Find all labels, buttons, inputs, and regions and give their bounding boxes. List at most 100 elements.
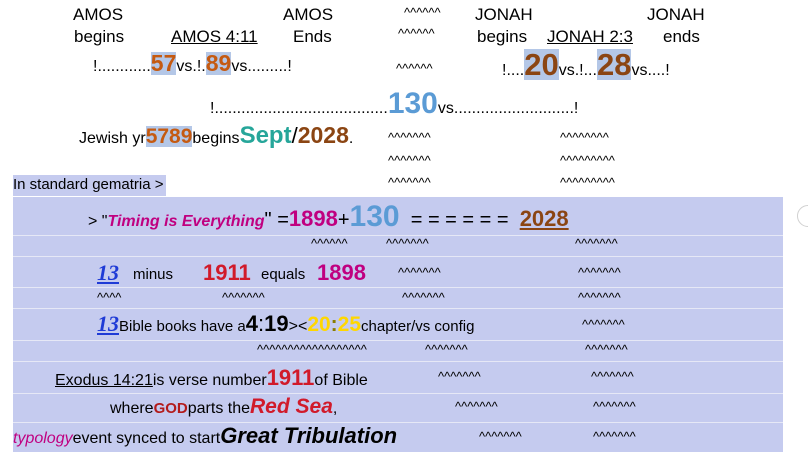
- books-sub-carets-b: ^^^^^^^: [425, 342, 468, 357]
- timing-2028: 2028: [519, 206, 569, 231]
- jonah-vs-label: vs.!...: [558, 62, 597, 79]
- total-lead: !.......................................: [210, 100, 388, 117]
- red-sea-text: Red Sea: [250, 395, 333, 418]
- books-25: 25: [337, 313, 362, 336]
- amos-reference: AMOS 4:11: [171, 27, 258, 46]
- total-tail: vs...........................!: [437, 100, 579, 117]
- great-tribulation: Great Tribulation: [220, 423, 398, 448]
- gematria-band: [13, 197, 783, 452]
- jewish-year-5789: 5789: [145, 125, 193, 148]
- band-divider-2: [13, 256, 783, 257]
- books-4: 4: [245, 311, 259, 336]
- typology-carets-b: ^^^^^^^: [593, 429, 636, 444]
- red-sea-row: where GOD parts the Red Sea ,: [110, 396, 337, 417]
- minus-result-1898: 1898: [317, 260, 366, 285]
- books-row-13: 13: [97, 311, 119, 336]
- books-20: 20: [307, 313, 331, 336]
- minus-label: minus: [133, 266, 174, 283]
- timing-carets-c: ^^^^^^^: [575, 236, 618, 251]
- band-divider-4: [13, 308, 783, 309]
- amos-range-lead: !............: [93, 58, 151, 75]
- jewish-year-prefix: Jewish yr: [79, 130, 146, 147]
- where-text: where: [110, 400, 154, 417]
- caret-row1-b: ^^^^^^^^^: [560, 153, 615, 168]
- exodus-tail: of Bible: [314, 372, 368, 389]
- exodus-text: is verse number: [152, 372, 267, 389]
- timing-close: " =: [264, 209, 289, 231]
- red-sea-comma: ,: [332, 400, 338, 417]
- gematria-label: In standard gematria >: [13, 175, 166, 196]
- timing-130: 130: [349, 200, 400, 233]
- year-row-carets-b: ^^^^^^^^: [560, 130, 609, 145]
- jonah-reference: JONAH 2:3: [547, 27, 633, 46]
- jewish-year-row: Jewish yr 5789 begins Sept / 2028 .: [79, 124, 353, 148]
- month-sept: Sept: [239, 122, 292, 149]
- total-verses-row: !.......................................…: [210, 89, 578, 119]
- books-text: Bible books have a: [119, 318, 246, 335]
- amos-verse-57: 57: [150, 50, 177, 76]
- books-angle: ><: [288, 318, 308, 335]
- year-slash: /: [291, 123, 298, 148]
- amos-begins-subheading: begins: [74, 27, 125, 46]
- red-sea-carets-b: ^^^^^^^: [593, 399, 636, 414]
- amos-ends-heading: AMOS: [283, 5, 334, 24]
- year-row-carets-a: ^^^^^^^: [388, 130, 431, 145]
- timing-carets-b: ^^^^^^^: [386, 236, 429, 251]
- minus-sub-carets-d: ^^^^^^^: [578, 290, 621, 305]
- timing-row: > " Timing is Everything " = 1898 + 130 …: [88, 202, 569, 232]
- minus-1911: 1911: [203, 260, 251, 285]
- timing-equals: = = = = = =: [399, 209, 520, 231]
- exodus-1911: 1911: [266, 365, 315, 390]
- timing-plus: +: [337, 209, 350, 231]
- band-divider-5: [13, 340, 783, 341]
- books-colon-2: :: [330, 313, 338, 336]
- timing-open: > ": [88, 213, 108, 230]
- god-text: GOD: [153, 400, 188, 417]
- amos-verse-89: 89: [205, 50, 232, 76]
- typology-text: typology: [13, 430, 73, 447]
- jonah-verse-28: 28: [596, 47, 632, 82]
- timing-1898: 1898: [288, 206, 338, 231]
- total-verses-130: 130: [387, 87, 438, 120]
- jonah-verse-20: 20: [524, 47, 559, 82]
- typology-carets-a: ^^^^^^^: [479, 429, 522, 444]
- jonah-ends-subheading: ends: [663, 27, 700, 46]
- books-sub-carets-a: ^^^^^^^^^^^^^^^^^^: [257, 342, 367, 357]
- parts-text: parts the: [187, 400, 251, 417]
- year-dot: .: [348, 130, 354, 147]
- band-divider-1: [13, 235, 783, 236]
- jonah-range-tail: vs....!: [631, 62, 670, 79]
- jonah-verse-range: !.... 20 vs.!... 28 vs....!: [502, 49, 670, 80]
- band-divider-8: [13, 422, 783, 423]
- minus-sub-carets-b: ^^^^^^^: [222, 290, 265, 305]
- jonah-ends-heading: JONAH: [647, 5, 705, 24]
- amos-vs-label-1: vs.!.: [176, 58, 206, 75]
- typology-row: typology event synced to start Great Tri…: [13, 425, 397, 447]
- minus-row-13: 13: [97, 260, 119, 285]
- verse-row-carets: ^^^^^^: [396, 61, 433, 76]
- exodus-row: Exodus 14:21 is verse number 1911 of Bib…: [55, 367, 368, 389]
- minus-sub-carets-a: ^^^^: [97, 290, 122, 305]
- band-divider-3: [13, 287, 783, 288]
- band-divider-7: [13, 393, 783, 394]
- amos-begins-heading: AMOS: [73, 5, 124, 24]
- amos-ends-subheading: Ends: [293, 27, 332, 46]
- jonah-begins-heading: JONAH: [475, 5, 533, 24]
- amos-verse-range: !............ 57 vs.!. 89 vs.........!: [93, 52, 292, 75]
- amos-range-tail: vs.........!: [231, 58, 292, 75]
- minus-sub-carets-c: ^^^^^^^: [402, 290, 445, 305]
- jonah-begins-subheading: begins: [477, 27, 528, 46]
- books-carets-a: ^^^^^^^: [582, 317, 625, 332]
- caret-row2-a: ^^^^^^^: [388, 175, 431, 190]
- timing-phrase: Timing is Everything: [107, 213, 265, 230]
- header-carets-top: ^^^^^^: [404, 5, 441, 20]
- books-19: 19: [264, 311, 289, 336]
- red-sea-carets-a: ^^^^^^^: [455, 399, 498, 414]
- equals-label: equals: [261, 266, 306, 283]
- exodus-carets-a: ^^^^^^^: [438, 369, 481, 384]
- typology-middle: event synced to start: [72, 430, 221, 447]
- books-row: 13 Bible books have a 4 : 19 >< 20 : 25 …: [97, 311, 474, 336]
- slide-handle-circle[interactable]: [797, 205, 808, 227]
- gregorian-year-2028: 2028: [297, 122, 349, 148]
- exodus-reference: Exodus 14:21: [55, 372, 153, 389]
